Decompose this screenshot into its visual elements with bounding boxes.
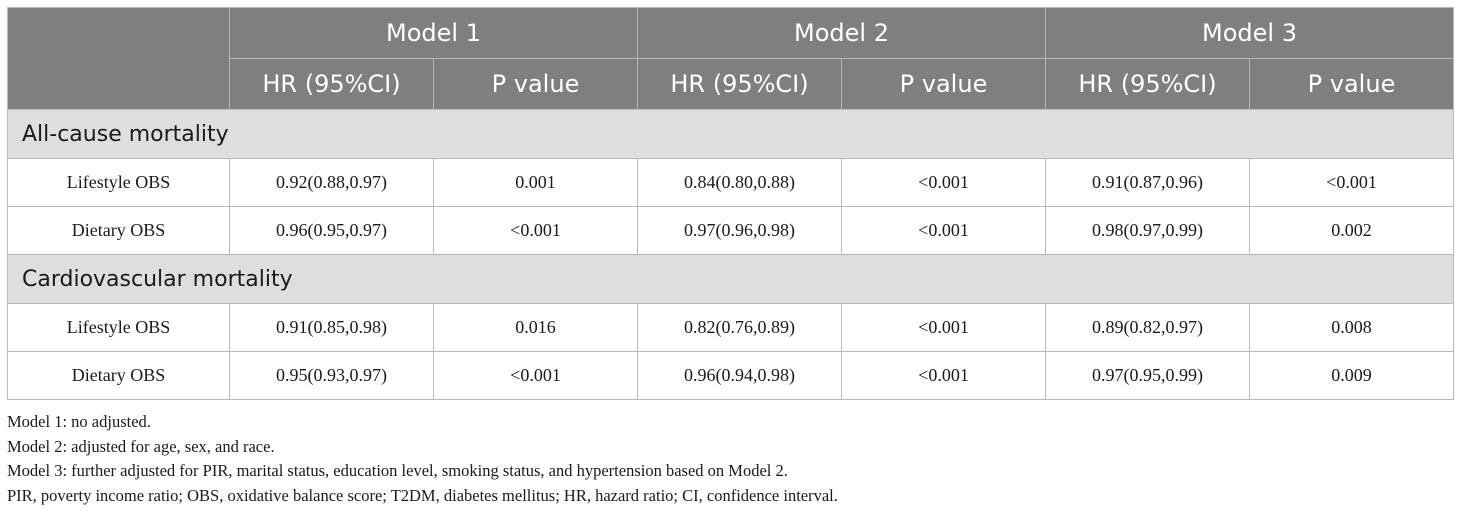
- model-3-header: Model 3: [1045, 7, 1454, 59]
- subheader-row: HR (95%CI) P value HR (95%CI) P value HR…: [8, 58, 1454, 110]
- corner-header-cell: [7, 7, 230, 110]
- table-row: Lifestyle OBS 0.91(0.85,0.98) 0.016 0.82…: [7, 303, 1454, 352]
- table-cell: 0.008: [1249, 303, 1454, 352]
- table-cell: 0.82(0.76,0.89): [637, 303, 842, 352]
- group-title: Cardiovascular mortality: [7, 254, 1454, 304]
- model-1-hr-header: HR (95%CI): [229, 58, 434, 110]
- model-3-hr-header: HR (95%CI): [1045, 58, 1250, 110]
- group-row-cardiovascular: Cardiovascular mortality: [7, 254, 1454, 304]
- table-cell: <0.001: [433, 206, 638, 255]
- table-cell: <0.001: [841, 303, 1046, 352]
- model-header-row: Model 1 Model 2 Model 3: [7, 7, 1454, 110]
- table-cell: 0.002: [1249, 206, 1454, 255]
- table-cell: 0.009: [1249, 351, 1454, 400]
- hazard-ratio-table: Model 1 Model 2 Model 3 HR (95%CI) P val…: [7, 7, 1454, 400]
- model-1-header: Model 1: [229, 7, 638, 59]
- model-2-p-header: P value: [841, 58, 1046, 110]
- footnote-abbreviations: PIR, poverty income ratio; OBS, oxidativ…: [7, 485, 838, 505]
- footnote-model-3: Model 3: further adjusted for PIR, marit…: [7, 461, 788, 480]
- results-table-container: Model 1 Model 2 Model 3 HR (95%CI) P val…: [7, 7, 1454, 400]
- table-cell: 0.96(0.94,0.98): [637, 351, 842, 400]
- table-cell: 0.91(0.85,0.98): [229, 303, 434, 352]
- table-cell: 0.98(0.97,0.99): [1045, 206, 1250, 255]
- table-cell: 0.96(0.95,0.97): [229, 206, 434, 255]
- row-label: Lifestyle OBS: [7, 158, 230, 207]
- table-cell: <0.001: [841, 158, 1046, 207]
- table-cell: <0.001: [1249, 158, 1454, 207]
- table-cell: <0.001: [841, 206, 1046, 255]
- table-row: Dietary OBS 0.95(0.93,0.97) <0.001 0.96(…: [7, 351, 1454, 400]
- table-cell: 0.89(0.82,0.97): [1045, 303, 1250, 352]
- table-footnotes: Model 1: no adjusted. Model 2: adjusted …: [7, 410, 838, 508]
- table-cell: 0.92(0.88,0.97): [229, 158, 434, 207]
- row-label: Lifestyle OBS: [7, 303, 230, 352]
- table-cell: 0.001: [433, 158, 638, 207]
- footnote-model-2: Model 2: adjusted for age, sex, and race…: [7, 436, 275, 456]
- table-cell: 0.97(0.96,0.98): [637, 206, 842, 255]
- table-cell: 0.95(0.93,0.97): [229, 351, 434, 400]
- model-1-p-header: P value: [433, 58, 638, 110]
- table-cell: <0.001: [433, 351, 638, 400]
- footnote-model-1: Model 1: no adjusted.: [7, 412, 151, 431]
- row-label: Dietary OBS: [7, 206, 230, 255]
- table-cell: <0.001: [841, 351, 1046, 400]
- table-row: Dietary OBS 0.96(0.95,0.97) <0.001 0.97(…: [7, 206, 1454, 255]
- table-cell: 0.016: [433, 303, 638, 352]
- group-row-all-cause: All-cause mortality: [7, 109, 1454, 159]
- table-cell: 0.97(0.95,0.99): [1045, 351, 1250, 400]
- table-cell: 0.84(0.80,0.88): [637, 158, 842, 207]
- table-cell: 0.91(0.87,0.96): [1045, 158, 1250, 207]
- model-2-header: Model 2: [637, 7, 1046, 59]
- model-3-p-header: P value: [1249, 58, 1454, 110]
- row-label: Dietary OBS: [7, 351, 230, 400]
- model-2-hr-header: HR (95%CI): [637, 58, 842, 110]
- group-title: All-cause mortality: [7, 109, 1454, 159]
- table-row: Lifestyle OBS 0.92(0.88,0.97) 0.001 0.84…: [7, 158, 1454, 207]
